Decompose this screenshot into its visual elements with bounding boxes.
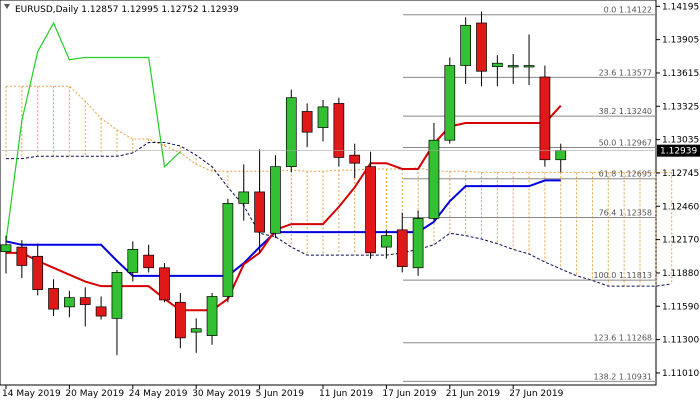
- candle-bullish: [507, 65, 519, 68]
- candle-bullish: [523, 65, 535, 68]
- fib-level-label: 100.0 1.11813: [593, 271, 652, 280]
- candle-bullish: [381, 235, 392, 248]
- fib-level-label: 123.6 1.11268: [593, 334, 652, 343]
- fib-level-label: 138.2 1.10931: [593, 372, 652, 381]
- price-tick-label: 1.11880: [662, 269, 699, 279]
- current-price-label: 1.12939: [660, 147, 697, 157]
- candle-bullish: [206, 296, 218, 336]
- senkou-span-b-line: [6, 142, 672, 287]
- candle-bearish: [79, 297, 91, 305]
- fibonacci-levels: 0.0 1.14122 23.6 1.13577 38.2 1.13240 50.0 …: [403, 6, 656, 382]
- fib-level-label: 0.0 1.14122: [604, 6, 652, 15]
- candle-bullish: [555, 150, 567, 161]
- candle-bullish: [127, 249, 139, 273]
- date-tick-label: 30 May 2019: [192, 389, 251, 399]
- price-tick-label: 1.13905: [662, 36, 699, 46]
- price-tick-label: 1.11010: [662, 369, 699, 379]
- candle-bearish: [16, 246, 28, 266]
- price-tick-label: 1.11300: [662, 336, 699, 346]
- senkou-span-a-line: [6, 85, 672, 173]
- chart-title: EURUSD,Daily 1.12857 1.12995 1.12752 1.1…: [15, 5, 239, 15]
- candle-bullish: [190, 328, 202, 333]
- candle-bullish: [0, 244, 12, 253]
- kijun-sen-line: [5, 179, 561, 277]
- candle-bearish: [159, 267, 170, 301]
- candle-bullish: [317, 106, 329, 128]
- candle-bullish: [444, 65, 456, 141]
- candle-bearish: [143, 254, 154, 269]
- candle-bearish: [301, 111, 313, 133]
- indicator-lines: [5, 21, 562, 312]
- fib-level-label: 61.8 1.12695: [599, 170, 652, 179]
- price-tick-label: 1.12460: [662, 202, 699, 212]
- candle-bullish: [428, 139, 440, 219]
- candle-bearish: [365, 166, 376, 254]
- candle-bearish: [254, 191, 265, 233]
- price-axis: 1.14195 1.13905 1.13615 1.13325 1.13035 1.127…: [0, 2, 700, 379]
- candle-bullish: [285, 97, 297, 167]
- price-tick-label: 1.12170: [662, 236, 699, 246]
- candle-bearish: [175, 301, 186, 339]
- fib-level-label: 76.4 1.12358: [599, 208, 652, 217]
- price-tick-label: 1.14195: [662, 2, 699, 12]
- candle-bearish: [48, 288, 59, 310]
- date-axis: 14 May 2019 20 May 2019 24 May 2019 30 May …: [2, 385, 564, 399]
- chikou-span-line: [5, 21, 181, 242]
- dropdown-triangle-icon: [4, 4, 10, 9]
- date-tick-label: 21 Jun 2019: [446, 389, 500, 399]
- date-tick-label: 17 Jun 2019: [382, 389, 436, 399]
- date-tick-label: 20 May 2019: [65, 389, 124, 399]
- fib-level-label: 38.2 1.13240: [599, 107, 652, 116]
- price-tick-label: 1.13325: [662, 102, 699, 112]
- candle-bullish: [412, 218, 424, 269]
- price-tick-label: 1.13035: [662, 136, 699, 146]
- price-tick-label: 1.11590: [662, 302, 699, 312]
- candle-bullish: [492, 62, 503, 68]
- candles: [0, 11, 567, 356]
- candle-bullish: [238, 191, 250, 204]
- tenkan-sen-line: [6, 105, 562, 312]
- chart-header: EURUSD,Daily 1.12857 1.12995 1.12752 1.1…: [4, 4, 239, 15]
- candle-bearish: [396, 229, 408, 267]
- candle-bullish: [270, 166, 281, 234]
- date-tick-label: 27 Jun 2019: [509, 389, 563, 399]
- candle-bullish: [222, 203, 234, 297]
- candle-bearish: [476, 22, 487, 72]
- candle-bearish: [333, 103, 345, 158]
- date-tick-label: 14 May 2019: [2, 389, 61, 399]
- candle-bullish: [111, 272, 123, 319]
- fib-level-label: 50.0 1.12967: [599, 138, 652, 147]
- candle-bearish: [539, 76, 551, 161]
- current-price-box: [657, 144, 700, 157]
- candle-bearish: [32, 255, 44, 290]
- price-tick-label: 1.13615: [662, 69, 699, 79]
- fib-level-label: 23.6 1.13577: [599, 68, 652, 77]
- date-tick-label: 11 Jun 2019: [319, 389, 373, 399]
- date-tick-label: 5 Jun 2019: [256, 389, 305, 399]
- candle-bearish: [349, 154, 361, 164]
- candle-bullish: [460, 24, 471, 66]
- candle-bearish: [95, 306, 107, 317]
- candle-bullish: [64, 297, 75, 308]
- date-tick-label: 24 May 2019: [129, 389, 188, 399]
- price-tick-label: 1.12745: [662, 169, 699, 179]
